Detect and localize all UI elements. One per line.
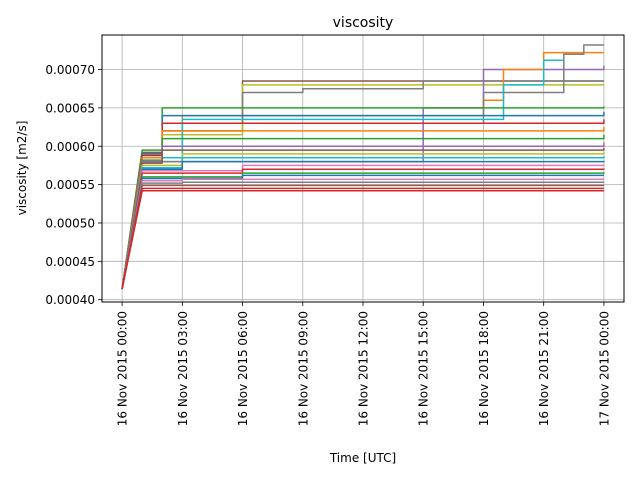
y-tick-label: 0.00070 <box>45 63 95 77</box>
x-tick-label: 16 Nov 2015 21:00 <box>537 311 551 426</box>
y-tick-label: 0.00060 <box>45 140 95 154</box>
x-tick-label: 16 Nov 2015 06:00 <box>236 311 250 426</box>
x-tick-label: 16 Nov 2015 03:00 <box>176 311 190 426</box>
x-tick-label: 17 Nov 2015 00:00 <box>597 311 611 426</box>
axis-ticks: 0.00040 0.00045 0.00050 0.00055 0.00060 0.000… <box>45 63 611 426</box>
y-tick-label: 0.00065 <box>45 101 95 115</box>
chart-title: viscosity <box>333 15 394 31</box>
x-tick-label: 16 Nov 2015 12:00 <box>357 311 371 426</box>
y-tick-label: 0.00050 <box>45 216 95 230</box>
series-line <box>121 190 604 290</box>
series-lines <box>121 44 605 290</box>
series-line <box>121 44 604 290</box>
y-axis-label: viscosity [m2/s] <box>15 121 29 216</box>
x-tick-label: 16 Nov 2015 18:00 <box>477 311 491 426</box>
y-tick-label: 0.00045 <box>45 255 95 269</box>
x-tick-label: 16 Nov 2015 00:00 <box>116 311 130 426</box>
x-tick-label: 16 Nov 2015 15:00 <box>417 311 431 426</box>
y-tick-label: 0.00040 <box>45 293 95 307</box>
y-tick-label: 0.00055 <box>45 178 95 192</box>
x-axis-label: Time [UTC] <box>329 451 396 465</box>
x-tick-label: 16 Nov 2015 09:00 <box>296 311 310 426</box>
